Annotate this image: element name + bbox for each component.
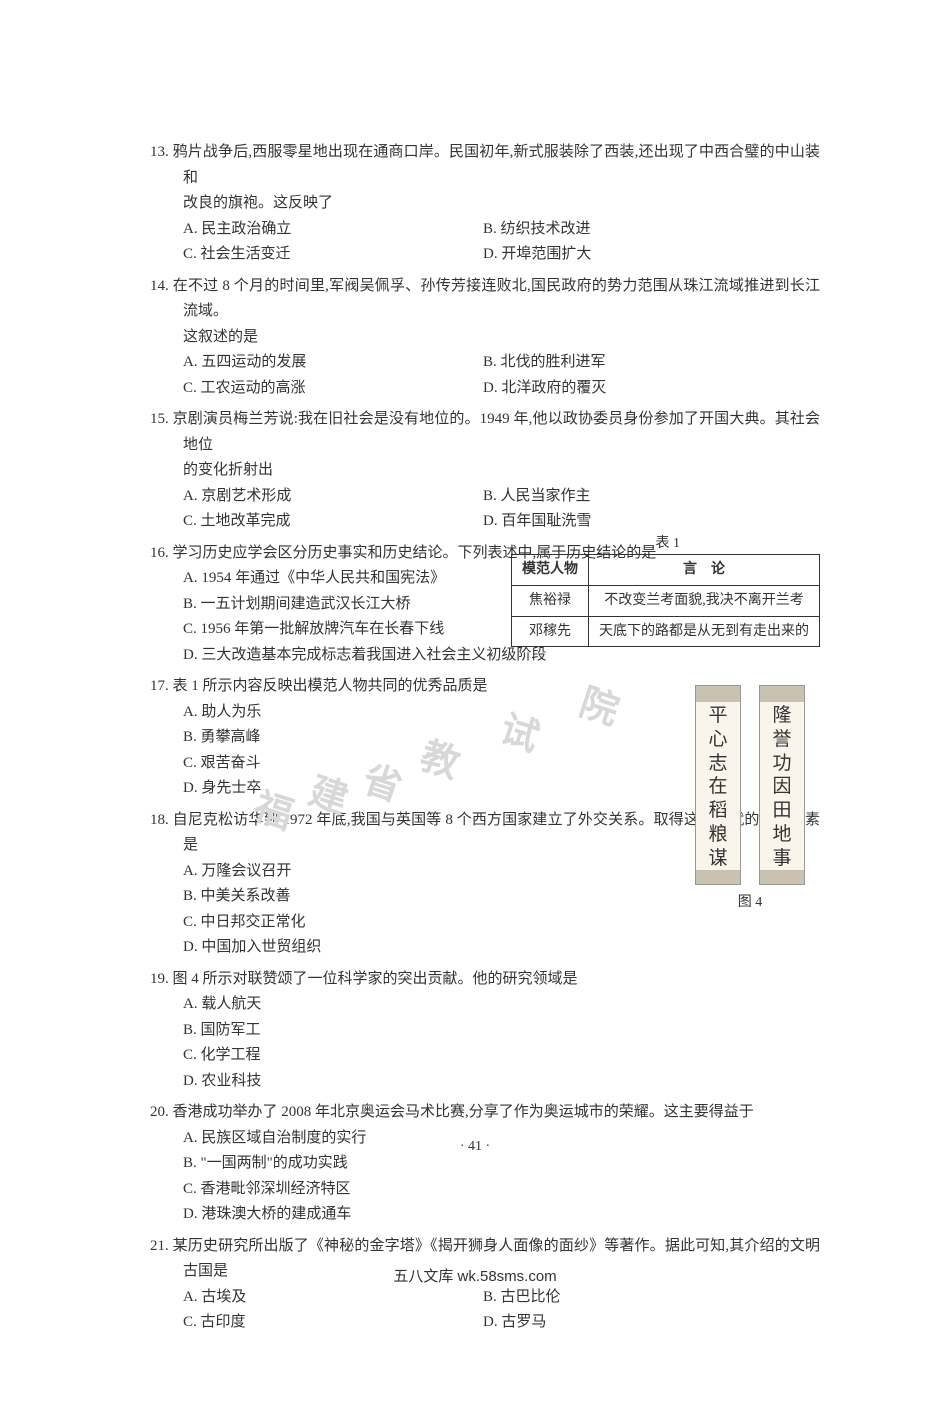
figure4: 平心志在稻粮谋 隆誉功因田地事 图 4 — [675, 685, 825, 915]
q20-stem: 20. 香港成功举办了 2008 年北京奥运会马术比赛,分享了作为奥运城市的荣耀… — [150, 1100, 820, 1126]
table1-row-0: 焦裕禄 不改变兰考面貌,我决不离开兰考 — [512, 585, 820, 616]
couplet-trim-icon — [696, 870, 740, 884]
couplet-trim-icon — [696, 686, 740, 702]
q13-opts-row1: A. 民主政治确立 B. 纺织技术改进 — [150, 217, 820, 243]
q19-opt-d: D. 农业科技 — [150, 1069, 820, 1095]
q13-opt-c: C. 社会生活变迁 — [183, 242, 483, 268]
q20-opt-d: D. 港珠澳大桥的建成通车 — [150, 1202, 820, 1228]
q14-opt-b: B. 北伐的胜利进军 — [483, 350, 606, 376]
q15-opts-row1: A. 京剧艺术形成 B. 人民当家作主 — [150, 484, 820, 510]
table1-header-1: 言 论 — [589, 555, 820, 586]
q13-opt-d: D. 开埠范围扩大 — [483, 242, 591, 268]
q15-stem-cont: 的变化折射出 — [150, 458, 820, 484]
table1-cell-1-1: 天底下的路都是从无到有走出来的 — [589, 616, 820, 647]
table1-cell-0-1: 不改变兰考面貌,我决不离开兰考 — [589, 585, 820, 616]
q13-stem-cont: 改良的旗袍。这反映了 — [150, 191, 820, 217]
question-13: 13. 鸦片战争后,西服零星地出现在通商口岸。民国初年,新式服装除了西装,还出现… — [150, 140, 820, 268]
couplet-pair: 平心志在稻粮谋 隆誉功因田地事 — [675, 685, 825, 885]
q14-opts-row2: C. 工农运动的高涨 D. 北洋政府的覆灭 — [150, 376, 820, 402]
table1: 模范人物 言 论 焦裕禄 不改变兰考面貌,我决不离开兰考 邓稼先 天底下的路都是… — [511, 554, 820, 647]
q13-opt-b: B. 纺织技术改进 — [483, 217, 591, 243]
question-15: 15. 京剧演员梅兰芳说:我在旧社会是没有地位的。1949 年,他以政协委员身份… — [150, 407, 820, 535]
q21-opt-c: C. 古印度 — [183, 1310, 483, 1336]
q14-stem-cont: 这叙述的是 — [150, 325, 820, 351]
table1-label: 表 1 — [656, 532, 681, 556]
table1-header-0: 模范人物 — [512, 555, 589, 586]
q19-opt-a: A. 载人航天 — [150, 992, 820, 1018]
question-20: 20. 香港成功举办了 2008 年北京奥运会马术比赛,分享了作为奥运城市的荣耀… — [150, 1100, 820, 1228]
q15-opt-b: B. 人民当家作主 — [483, 484, 591, 510]
q15-opt-c: C. 土地改革完成 — [183, 509, 483, 535]
q13-stem: 13. 鸦片战争后,西服零星地出现在通商口岸。民国初年,新式服装除了西装,还出现… — [150, 140, 820, 191]
page-number: · 41 · — [0, 1135, 950, 1159]
table1-cell-0-0: 焦裕禄 — [512, 585, 589, 616]
q13-opts-row2: C. 社会生活变迁 D. 开埠范围扩大 — [150, 242, 820, 268]
q15-opt-a: A. 京剧艺术形成 — [183, 484, 483, 510]
couplet-right: 隆誉功因田地事 — [759, 685, 805, 885]
q19-opt-b: B. 国防军工 — [150, 1018, 820, 1044]
q18-opt-d: D. 中国加入世贸组织 — [150, 935, 820, 961]
q14-opt-a: A. 五四运动的发展 — [183, 350, 483, 376]
table1-row-1: 邓稼先 天底下的路都是从无到有走出来的 — [512, 616, 820, 647]
q15-stem: 15. 京剧演员梅兰芳说:我在旧社会是没有地位的。1949 年,他以政协委员身份… — [150, 407, 820, 458]
q20-opt-c: C. 香港毗邻深圳经济特区 — [150, 1177, 820, 1203]
q13-opt-a: A. 民主政治确立 — [183, 217, 483, 243]
couplet-trim-icon — [760, 686, 804, 702]
couplet-trim-icon — [760, 870, 804, 884]
table1-cell-1-0: 邓稼先 — [512, 616, 589, 647]
q15-opts-row2: C. 土地改革完成 D. 百年国耻洗雪 — [150, 509, 820, 535]
q14-stem: 14. 在不过 8 个月的时间里,军阀吴佩孚、孙传芳接连败北,国民政府的势力范围… — [150, 274, 820, 325]
figure4-label: 图 4 — [675, 891, 825, 915]
q14-opt-d: D. 北洋政府的覆灭 — [483, 376, 606, 402]
footer-text: 五八文库 wk.58sms.com — [0, 1264, 950, 1290]
q19-opt-c: C. 化学工程 — [150, 1043, 820, 1069]
question-19: 19. 图 4 所示对联赞颂了一位科学家的突出贡献。他的研究领域是 A. 载人航… — [150, 967, 820, 1095]
q14-opts-row1: A. 五四运动的发展 B. 北伐的胜利进军 — [150, 350, 820, 376]
table1-header-row: 模范人物 言 论 — [512, 555, 820, 586]
q15-opt-d: D. 百年国耻洗雪 — [483, 509, 591, 535]
q21-opt-d: D. 古罗马 — [483, 1310, 546, 1336]
couplet-left-text: 平心志在稻粮谋 — [702, 704, 734, 870]
q14-opt-c: C. 工农运动的高涨 — [183, 376, 483, 402]
q19-stem: 19. 图 4 所示对联赞颂了一位科学家的突出贡献。他的研究领域是 — [150, 967, 820, 993]
question-14: 14. 在不过 8 个月的时间里,军阀吴佩孚、孙传芳接连败北,国民政府的势力范围… — [150, 274, 820, 402]
q21-opts-row2: C. 古印度 D. 古罗马 — [150, 1310, 820, 1336]
couplet-right-text: 隆誉功因田地事 — [766, 704, 798, 870]
couplet-left: 平心志在稻粮谋 — [695, 685, 741, 885]
